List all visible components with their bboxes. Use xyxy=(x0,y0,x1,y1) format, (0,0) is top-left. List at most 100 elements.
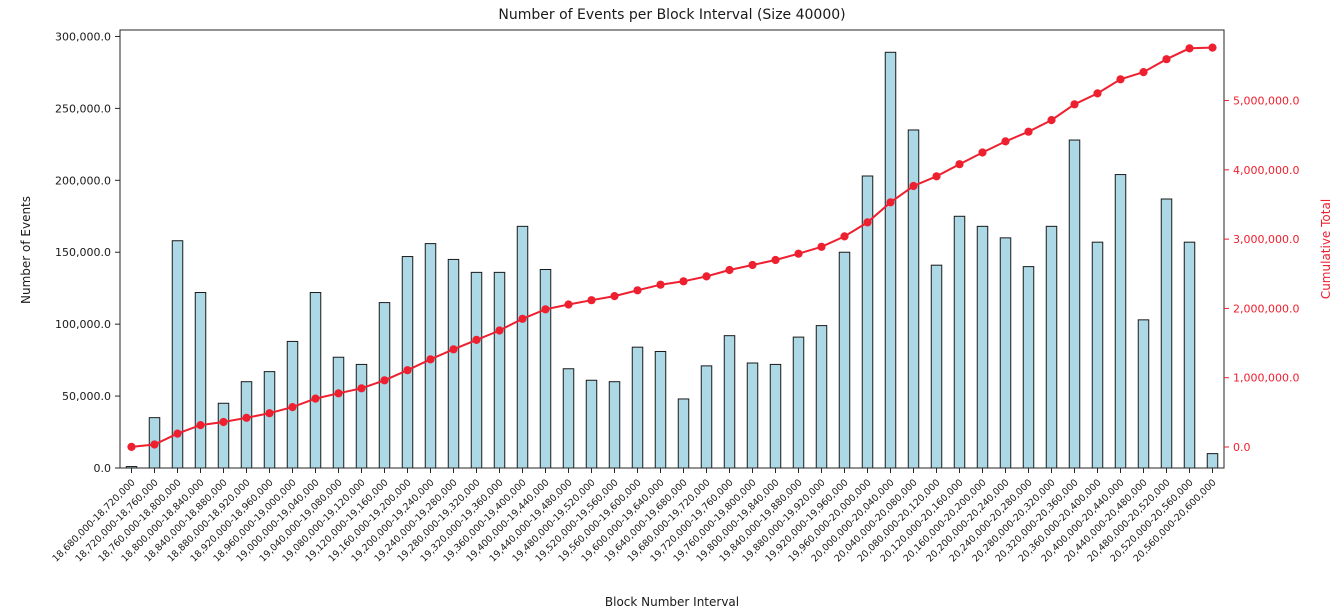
line-point xyxy=(955,160,964,169)
y2-tick-label: 0.0 xyxy=(1233,441,1251,454)
y2-tick-label: 1,000,000.0 xyxy=(1233,372,1299,385)
bar xyxy=(838,251,851,469)
line-point xyxy=(1116,75,1125,84)
y-tick-label: 300,000.0 xyxy=(55,30,111,43)
bar xyxy=(677,398,690,469)
line-point xyxy=(311,394,320,403)
bar xyxy=(631,346,644,469)
bar xyxy=(953,215,966,469)
y-tick-label: 200,000.0 xyxy=(55,174,111,187)
y-tick-label: 100,000.0 xyxy=(55,318,111,331)
bar xyxy=(1068,139,1081,469)
bar xyxy=(516,225,529,469)
bar xyxy=(378,302,391,469)
line-point xyxy=(886,198,895,207)
line-point xyxy=(288,403,297,412)
line-point xyxy=(242,413,251,422)
line-point xyxy=(1047,116,1056,125)
line-point xyxy=(380,376,389,385)
bar xyxy=(1045,225,1058,469)
bar xyxy=(401,256,414,469)
bar xyxy=(907,129,920,469)
plot-area: 0.0 50,000.0 100,000.0 150,000.0 200,000.0 25… xyxy=(50,29,1299,564)
bar xyxy=(447,258,460,469)
bar xyxy=(539,269,552,469)
line-point xyxy=(541,305,550,314)
y2-tick-label: 5,000,000.0 xyxy=(1233,95,1299,108)
line-point xyxy=(495,326,504,335)
bar xyxy=(654,350,667,469)
y2-tick-label: 2,000,000.0 xyxy=(1233,302,1299,315)
bar xyxy=(355,363,368,469)
bar xyxy=(1091,241,1104,469)
y2-tick-label: 3,000,000.0 xyxy=(1233,233,1299,246)
chart-title: Number of Events per Block Interval (Siz… xyxy=(498,7,845,23)
bar xyxy=(493,271,506,469)
line-point xyxy=(449,345,458,354)
bar xyxy=(1206,453,1219,469)
line-point xyxy=(1093,89,1102,98)
line-point xyxy=(656,280,665,289)
line-point xyxy=(173,429,182,438)
line-point xyxy=(1208,43,1217,52)
line-point xyxy=(1139,68,1148,77)
y-tick-label: 250,000.0 xyxy=(55,102,111,115)
y-tick-label: 150,000.0 xyxy=(55,246,111,259)
line-point xyxy=(426,355,435,364)
bar xyxy=(263,371,276,469)
y2-axis-title: Cumulative Total xyxy=(1319,199,1333,299)
line-point xyxy=(1162,55,1171,64)
line-point xyxy=(863,218,872,227)
line-point xyxy=(840,232,849,241)
bar xyxy=(930,264,943,469)
bar xyxy=(999,237,1012,469)
line-point xyxy=(472,335,481,344)
line-point xyxy=(334,389,343,398)
line-point xyxy=(771,255,780,265)
bar xyxy=(470,271,483,469)
line-point xyxy=(702,272,711,281)
line-point xyxy=(932,172,941,181)
bar xyxy=(1022,266,1035,469)
bar xyxy=(240,381,253,469)
line-point xyxy=(978,148,987,157)
bar xyxy=(1137,319,1150,469)
y-tick-label: 50,000.0 xyxy=(62,390,111,403)
line-point xyxy=(587,296,596,305)
bar xyxy=(194,292,207,469)
line-point xyxy=(564,300,573,309)
line-point xyxy=(725,265,734,275)
line-point xyxy=(817,242,826,251)
bar xyxy=(309,292,322,469)
line-point xyxy=(1024,127,1033,136)
bar xyxy=(792,336,805,469)
line-point xyxy=(748,260,757,270)
line-point xyxy=(127,442,136,451)
line-point xyxy=(909,181,918,191)
line-point xyxy=(1185,44,1194,53)
y2-tick-label: 4,000,000.0 xyxy=(1233,164,1299,177)
line-point xyxy=(1070,100,1079,109)
bar xyxy=(608,381,621,469)
y-tick-label: 0.0 xyxy=(94,462,112,475)
line-point xyxy=(150,440,159,449)
bar xyxy=(1114,174,1127,469)
bar xyxy=(217,402,230,469)
bar xyxy=(562,368,575,469)
y-axis-title: Number of Events xyxy=(19,196,33,304)
bar xyxy=(723,335,736,469)
line-point xyxy=(219,417,228,427)
line-point xyxy=(610,292,619,301)
bar xyxy=(815,325,828,469)
plot-frame xyxy=(119,29,1225,469)
line-point xyxy=(196,421,205,430)
bar xyxy=(1183,241,1196,469)
x-axis-title: Block Number Interval xyxy=(605,595,739,609)
line-point xyxy=(265,409,274,418)
line-point xyxy=(357,384,366,393)
bar xyxy=(976,225,989,469)
line-point xyxy=(518,314,527,323)
line-point xyxy=(794,249,803,258)
bar xyxy=(884,51,897,469)
line-point xyxy=(679,277,688,286)
